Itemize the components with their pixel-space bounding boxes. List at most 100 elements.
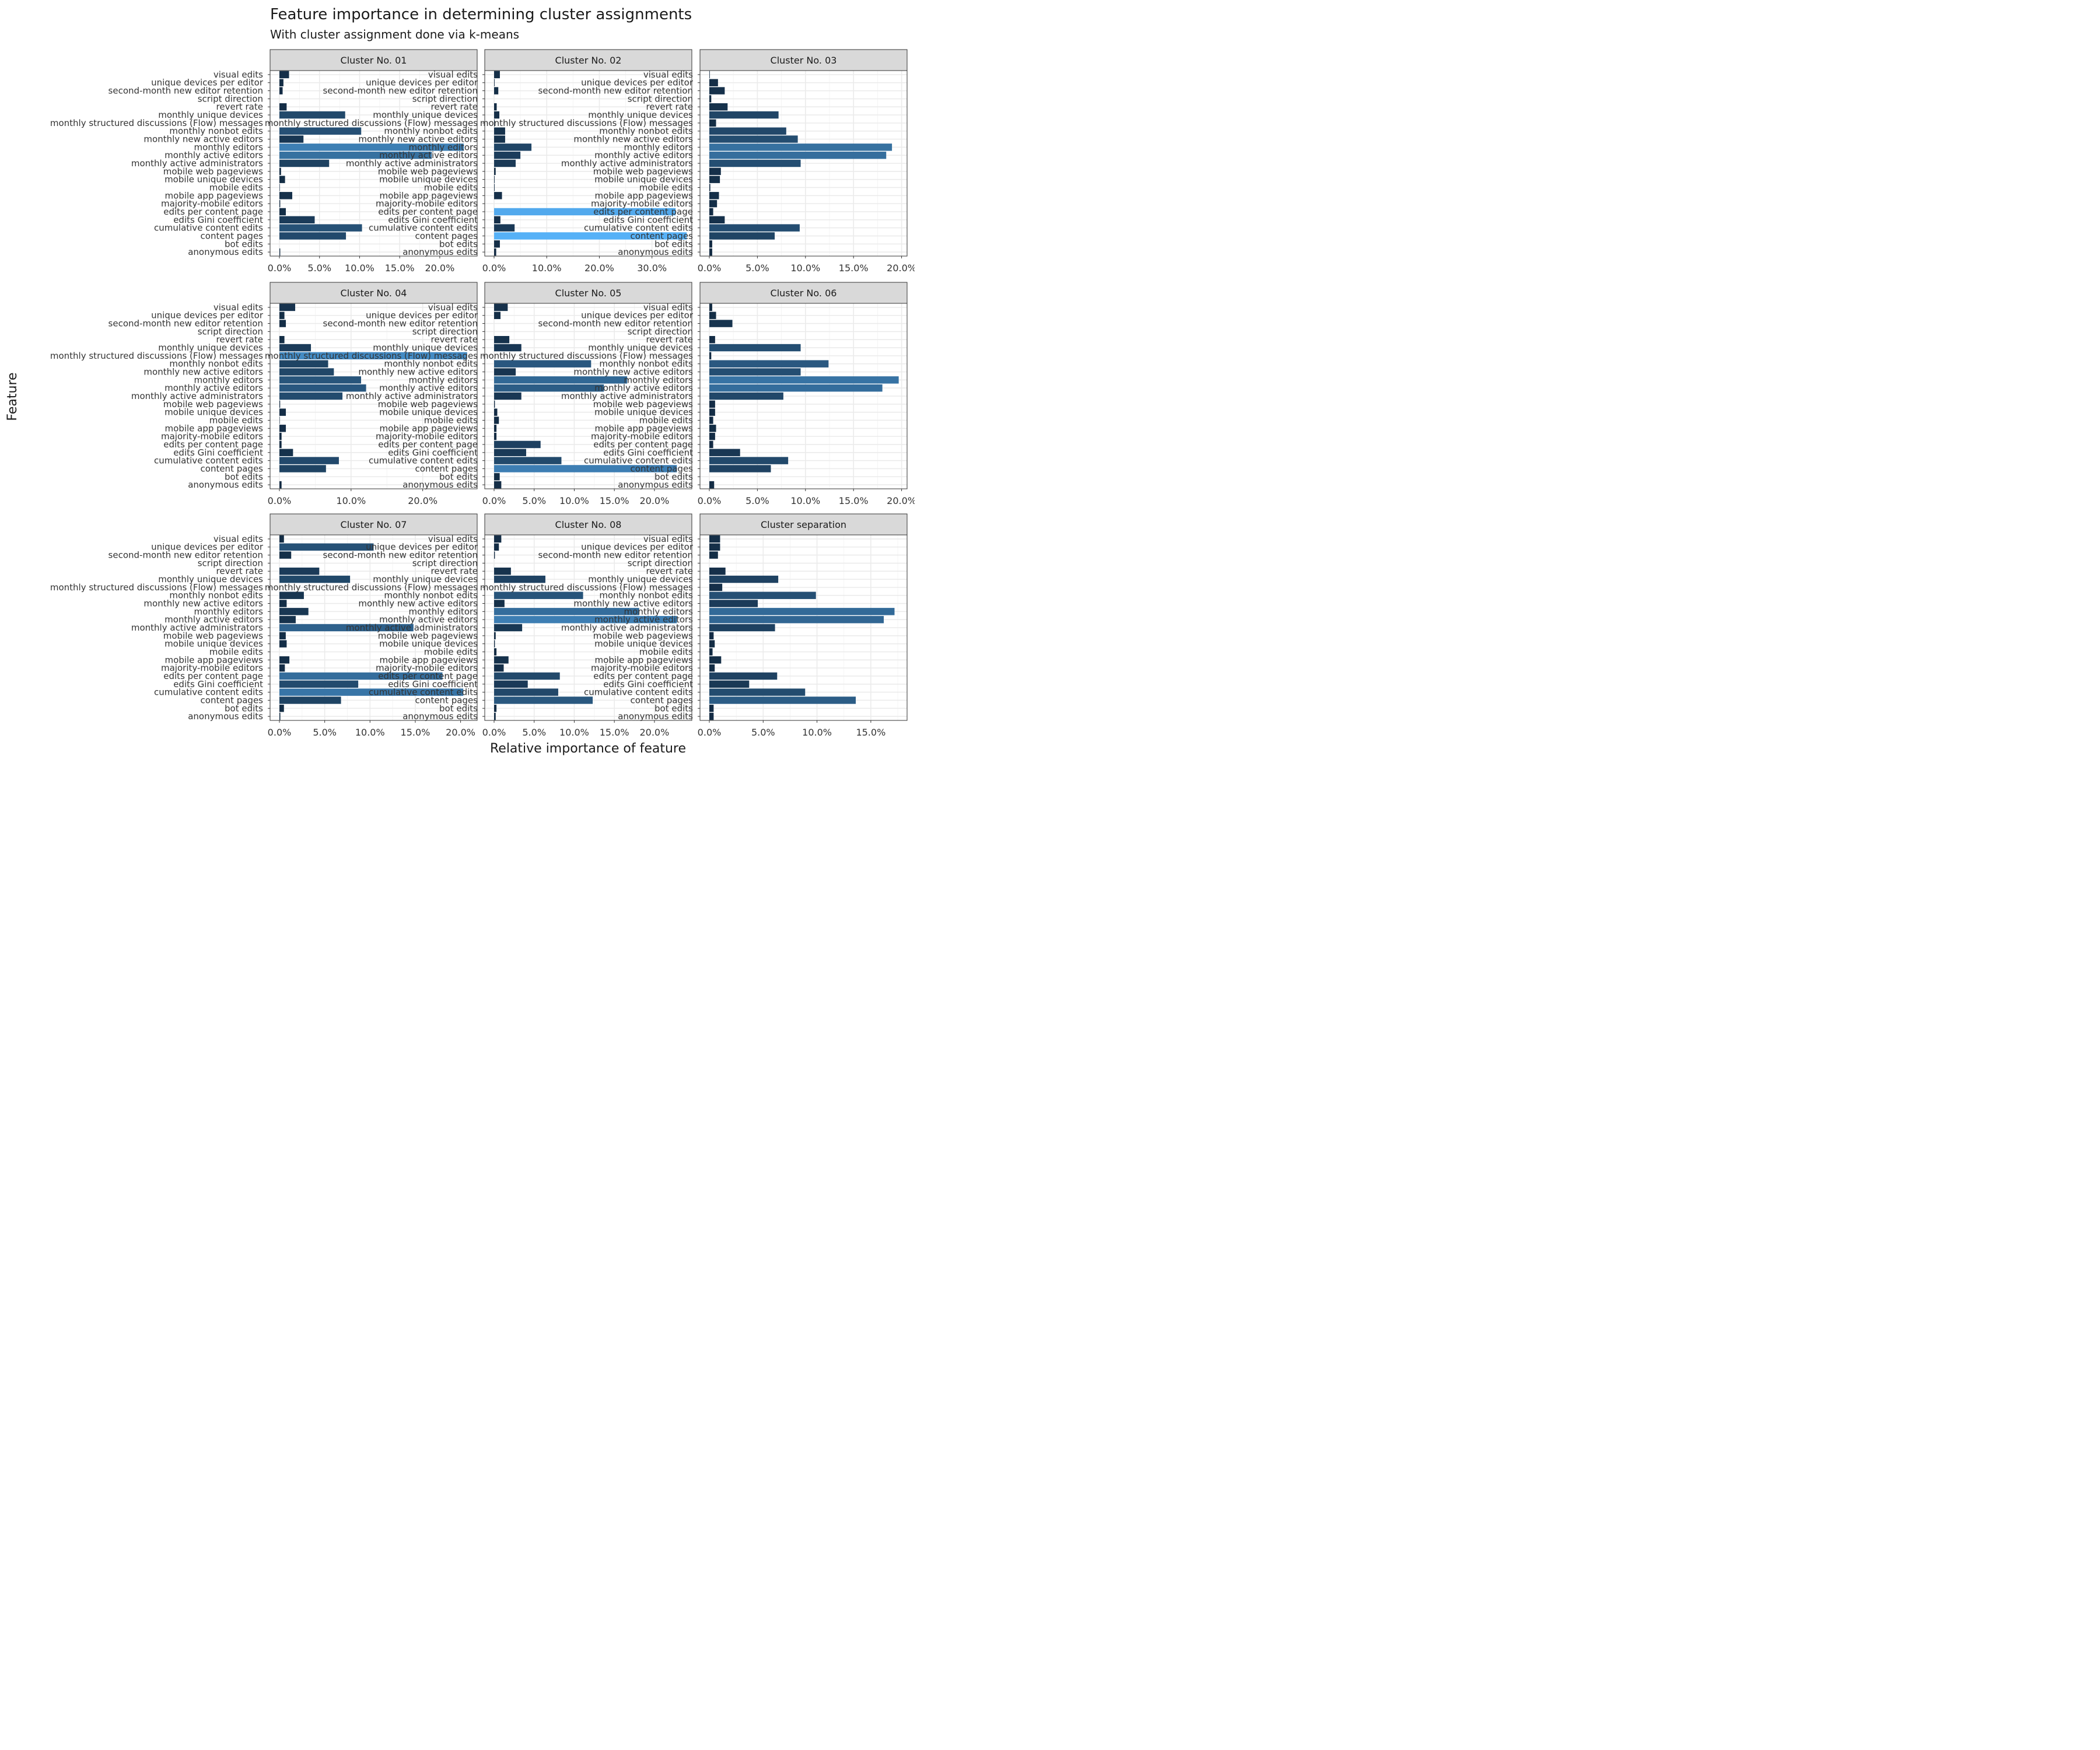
y-tick-label: revert rate [216, 334, 263, 345]
y-tick-label: monthly nonbot edits [599, 126, 693, 136]
bar [709, 416, 713, 424]
bar [709, 368, 801, 376]
y-tick-label: anonymous edits [188, 480, 263, 490]
y-tick-label: bot edits [439, 239, 478, 249]
y-tick-label: script direction [412, 558, 478, 568]
bar [279, 320, 286, 327]
bar [709, 583, 723, 592]
y-tick-label: mobile web pageviews [378, 166, 478, 177]
y-tick-label: script direction [198, 558, 263, 568]
facet-strip [484, 282, 692, 304]
y-tick-label: monthly editors [194, 142, 264, 152]
bar [709, 216, 725, 224]
x-tick-label: 10.0% [532, 262, 562, 274]
bar [709, 95, 712, 103]
bar [709, 127, 786, 135]
y-tick-label: script direction [412, 93, 478, 104]
y-tick-label: anonymous edits [402, 480, 478, 490]
bar [709, 425, 716, 432]
bar [494, 688, 558, 696]
x-tick-label: 0.0% [268, 495, 292, 506]
y-tick-label: script direction [628, 326, 693, 337]
bar [494, 449, 526, 457]
bar [494, 712, 496, 720]
y-tick-label: content pages [415, 695, 478, 705]
bar [709, 457, 789, 464]
y-tick-label: monthly editors [409, 606, 478, 617]
bar [709, 167, 721, 176]
y-tick-label: anonymous edits [188, 711, 263, 722]
y-tick-label: unique devices per editor [366, 310, 478, 321]
y-tick-label: edits Gini coefficient [388, 679, 478, 690]
bar [494, 87, 499, 94]
y-tick-label: unique devices per editor [151, 542, 264, 552]
y-tick-label: content pages [415, 463, 478, 474]
facet-strip [270, 513, 478, 536]
bar [709, 71, 710, 79]
bar [279, 615, 296, 624]
bar [709, 248, 712, 256]
bar [709, 135, 798, 143]
x-tick-label: 20.0% [425, 262, 454, 274]
bar [709, 400, 715, 408]
y-tick-label: monthly editors [409, 374, 478, 385]
bar [709, 240, 712, 248]
y-tick-label: monthly structured discussions (Flow) me… [50, 118, 263, 128]
bar [709, 551, 718, 559]
y-tick-label: visual edits [643, 534, 693, 544]
x-tick-label: 0.0% [268, 727, 292, 738]
bar [709, 680, 750, 688]
y-tick-label: cumulative content edits [154, 223, 263, 233]
bar [494, 151, 521, 159]
y-tick-label: unique devices per editor [581, 310, 694, 321]
bar [279, 600, 287, 607]
x-tick-label: 5.0% [522, 495, 546, 506]
y-tick-label: majority-mobile editors [591, 663, 693, 673]
y-tick-label: mobile web pageviews [593, 399, 693, 410]
bar [494, 567, 511, 575]
bar [279, 111, 345, 119]
y-tick-label: monthly new active editors [144, 134, 263, 145]
x-tick-label: 15.0% [385, 262, 415, 274]
bar [279, 87, 283, 94]
bar [279, 400, 281, 408]
bar [494, 192, 502, 200]
bar [709, 119, 716, 127]
y-tick-label: monthly active administrators [131, 158, 263, 169]
y-tick-label: revert rate [646, 334, 693, 345]
x-tick-label: 0.0% [482, 495, 506, 506]
x-tick-label: 0.0% [698, 262, 722, 274]
y-tick-label: monthly active editors [164, 383, 263, 393]
bar [279, 360, 328, 368]
bar [279, 408, 286, 416]
y-tick-label: mobile edits [209, 415, 263, 425]
bar [494, 248, 496, 256]
bar [279, 103, 287, 111]
y-tick-label: monthly nonbot edits [169, 359, 263, 369]
bar [279, 672, 443, 680]
y-tick-label: edits per content page [378, 671, 478, 681]
bar [709, 567, 726, 575]
y-tick-label: mobile app pageviews [595, 423, 694, 433]
y-tick-label: mobile web pageviews [378, 399, 478, 410]
bar [494, 425, 497, 432]
facet-strip [699, 513, 908, 536]
bar [279, 167, 281, 176]
y-tick-label: visual edits [214, 69, 263, 80]
facet-strip-label: Cluster No. 08 [555, 519, 622, 530]
bar [279, 656, 290, 664]
x-tick-label: 20.0% [887, 495, 915, 506]
y-tick-label: visual edits [428, 69, 478, 80]
facet-strip-label: Cluster No. 02 [555, 55, 622, 66]
y-tick-label: unique devices per editor [366, 542, 478, 552]
y-tick-label: anonymous edits [618, 247, 693, 257]
bar [279, 592, 304, 599]
y-tick-label: mobile web pageviews [163, 631, 263, 641]
bar [494, 648, 497, 656]
y-tick-label: monthly editors [194, 606, 264, 617]
bar [494, 119, 495, 127]
bar [494, 600, 505, 607]
bar [279, 71, 289, 79]
y-tick-label: monthly nonbot edits [599, 359, 693, 369]
bar [279, 344, 312, 352]
